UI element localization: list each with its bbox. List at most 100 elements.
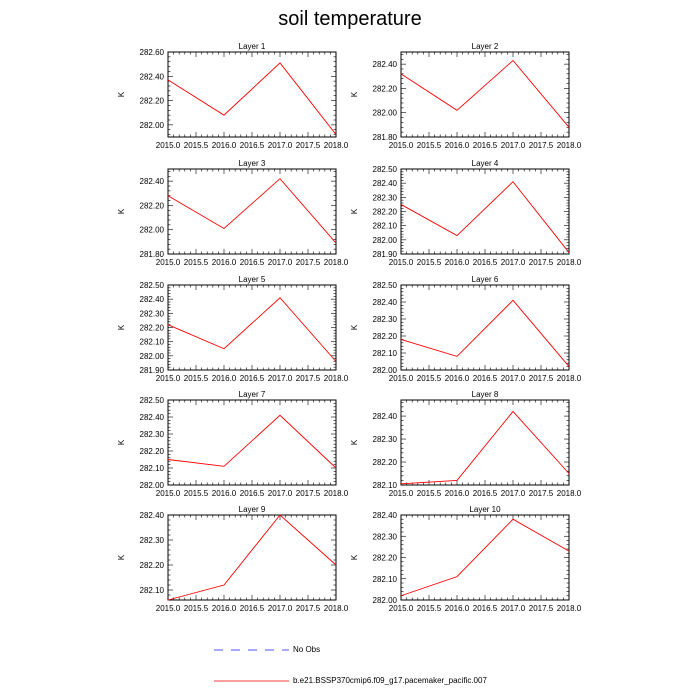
x-tick-label: 2016.0 — [445, 374, 470, 383]
y-tick-label: 282.00 — [373, 109, 398, 118]
y-tick-label: 281.90 — [140, 366, 165, 375]
page-title: soil temperature — [278, 8, 422, 30]
y-tick-label: 282.30 — [140, 536, 165, 545]
x-tick-label: 2016.5 — [473, 604, 498, 613]
x-tick-label: 2017.5 — [296, 604, 321, 613]
y-tick-label: 282.40 — [373, 60, 398, 69]
y-tick-label: 282.20 — [140, 324, 165, 333]
x-tick-label: 2015.0 — [389, 374, 414, 383]
x-tick-label: 2015.0 — [389, 604, 414, 613]
y-tick-label: 282.50 — [373, 165, 398, 174]
y-tick-label: 282.40 — [140, 177, 165, 186]
x-tick-label: 2017.0 — [268, 374, 293, 383]
panel-title: Layer 1 — [239, 42, 266, 51]
panel-title: Layer 6 — [472, 275, 499, 284]
y-tick-label: 282.20 — [373, 554, 398, 563]
y-tick-label: 282.10 — [373, 575, 398, 584]
x-tick-label: 2015.0 — [389, 141, 414, 150]
x-tick-label: 2017.5 — [296, 489, 321, 498]
x-tick-label: 2018.0 — [324, 258, 349, 267]
x-tick-label: 2016.0 — [212, 604, 237, 613]
plot-frame — [167, 51, 337, 138]
y-tick-label: 282.30 — [140, 430, 165, 439]
x-tick-label: 2018.0 — [324, 489, 349, 498]
y-tick-label: 282.50 — [140, 396, 165, 405]
y-tick-label: 282.10 — [373, 222, 398, 231]
x-tick-label: 2015.5 — [417, 374, 442, 383]
panel-title: Layer 8 — [472, 390, 499, 399]
x-tick-label: 2018.0 — [324, 604, 349, 613]
y-tick-label: 282.30 — [373, 532, 398, 541]
x-tick-label: 2015.5 — [184, 604, 209, 613]
x-tick-label: 2016.0 — [212, 141, 237, 150]
x-tick-label: 2018.0 — [557, 374, 582, 383]
x-tick-label: 2016.5 — [473, 258, 498, 267]
x-tick-label: 2017.5 — [296, 258, 321, 267]
plot-frame — [400, 284, 570, 371]
x-tick-label: 2018.0 — [557, 258, 582, 267]
x-tick-label: 2017.5 — [529, 604, 554, 613]
x-tick-label: 2018.0 — [324, 141, 349, 150]
y-axis-label: K — [117, 91, 126, 97]
x-tick-label: 2017.0 — [501, 258, 526, 267]
x-tick-label: 2016.5 — [473, 141, 498, 150]
x-tick-label: 2015.5 — [417, 141, 442, 150]
x-tick-label: 2017.0 — [501, 374, 526, 383]
y-axis-label: K — [350, 439, 359, 445]
x-tick-label: 2016.5 — [473, 374, 498, 383]
y-tick-label: 281.90 — [373, 250, 398, 259]
x-tick-label: 2018.0 — [557, 604, 582, 613]
x-tick-label: 2015.0 — [156, 258, 181, 267]
x-tick-label: 2016.5 — [473, 489, 498, 498]
y-tick-label: 282.10 — [373, 349, 398, 358]
y-tick-label: 281.80 — [373, 133, 398, 142]
series-line — [167, 62, 337, 135]
y-axis-label: K — [350, 324, 359, 330]
y-axis-label: K — [117, 554, 126, 560]
y-tick-label: 282.00 — [373, 366, 398, 375]
x-tick-label: 2015.5 — [184, 141, 209, 150]
y-axis-label: K — [117, 324, 126, 330]
panel-title: Layer 10 — [469, 505, 501, 514]
y-tick-label: 281.80 — [140, 250, 165, 259]
y-tick-label: 282.60 — [140, 48, 165, 57]
y-tick-label: 282.20 — [373, 458, 398, 467]
series-line — [400, 181, 570, 253]
y-axis-label: K — [350, 554, 359, 560]
y-tick-label: 282.20 — [140, 561, 165, 570]
y-tick-label: 282.10 — [140, 338, 165, 347]
plot-frame — [400, 399, 570, 486]
x-tick-label: 2017.5 — [296, 374, 321, 383]
series-line — [167, 297, 337, 362]
series-line — [167, 178, 337, 244]
panel-title: Layer 4 — [472, 159, 499, 168]
x-tick-label: 2016.0 — [445, 489, 470, 498]
y-tick-label: 282.00 — [140, 481, 165, 490]
y-tick-label: 282.20 — [140, 201, 165, 210]
x-tick-label: 2017.0 — [501, 489, 526, 498]
x-tick-label: 2016.0 — [445, 258, 470, 267]
x-tick-label: 2015.0 — [389, 489, 414, 498]
x-tick-label: 2017.5 — [529, 141, 554, 150]
series-line — [400, 410, 570, 485]
x-tick-label: 2015.5 — [417, 489, 442, 498]
x-tick-label: 2015.0 — [156, 141, 181, 150]
y-tick-label: 282.40 — [373, 511, 398, 520]
x-tick-label: 2015.5 — [417, 258, 442, 267]
x-tick-label: 2016.0 — [445, 141, 470, 150]
x-tick-label: 2015.0 — [156, 489, 181, 498]
y-tick-label: 282.00 — [140, 352, 165, 361]
x-tick-label: 2018.0 — [557, 141, 582, 150]
y-tick-label: 282.30 — [140, 309, 165, 318]
x-tick-label: 2016.5 — [240, 604, 265, 613]
x-tick-label: 2017.0 — [268, 604, 293, 613]
x-tick-label: 2017.5 — [296, 141, 321, 150]
x-tick-label: 2015.0 — [389, 258, 414, 267]
y-axis-label: K — [117, 208, 126, 214]
x-tick-label: 2016.5 — [240, 258, 265, 267]
